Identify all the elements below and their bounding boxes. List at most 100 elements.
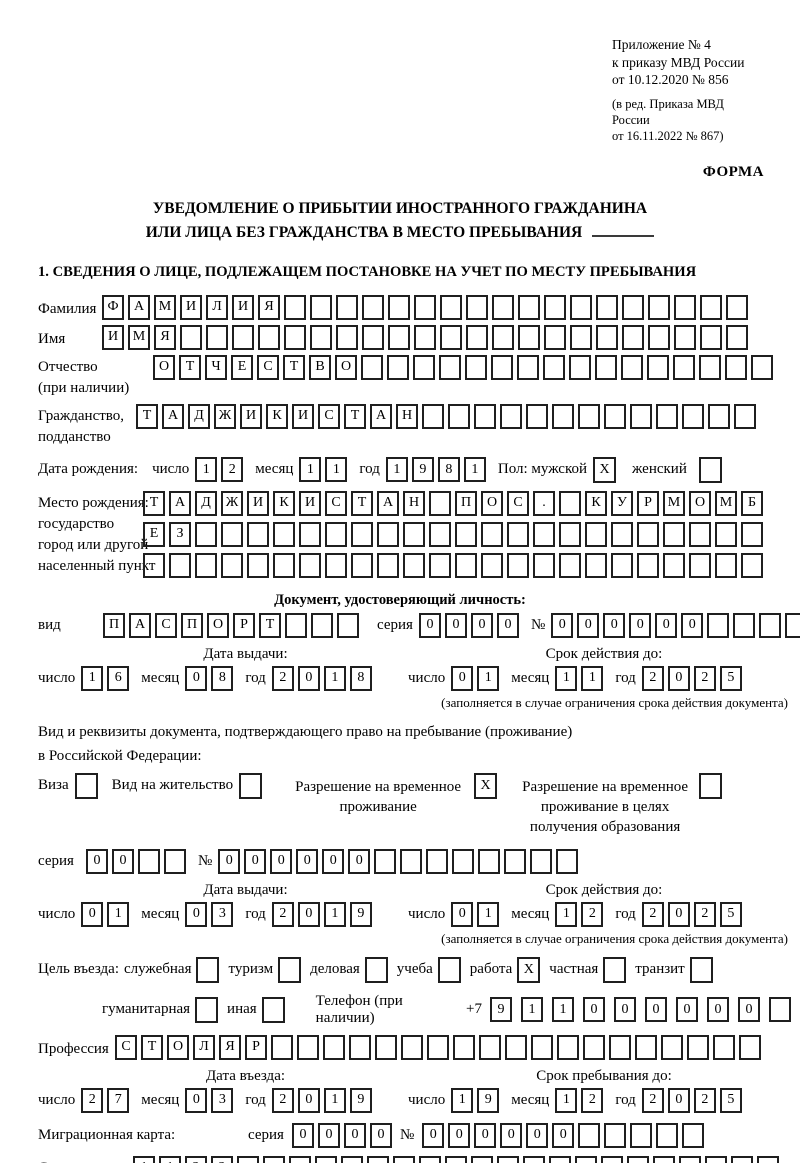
year-label: год <box>615 905 636 922</box>
char-box <box>533 521 555 547</box>
char-box: С <box>115 1034 137 1060</box>
phone-label: Телефон (при наличии) <box>315 992 403 1026</box>
char-box <box>647 354 669 380</box>
temporary-residence-label: Разрешение на временное проживание <box>295 778 462 815</box>
char-box: 1 <box>133 1155 155 1163</box>
char-box <box>552 403 574 429</box>
char-box: 2 <box>641 665 664 691</box>
char-box: 2 <box>211 1155 233 1163</box>
char-box: 0 <box>629 612 652 638</box>
char-box: О <box>153 354 175 380</box>
char-box <box>273 521 295 547</box>
char-box: Н <box>403 490 425 516</box>
char-box <box>403 552 425 578</box>
char-box <box>689 552 711 578</box>
char-box: . <box>533 490 555 516</box>
char-box <box>232 324 254 350</box>
char-box <box>180 324 202 350</box>
char-box: Б <box>741 490 763 516</box>
char-box <box>273 552 295 578</box>
char-box: М <box>715 490 737 516</box>
char-box <box>604 403 626 429</box>
purpose-business-label: служебная <box>123 961 192 978</box>
char-box <box>351 521 373 547</box>
sex-male-label: Пол: мужской <box>497 461 588 478</box>
char-box <box>440 324 462 350</box>
char-box: 0 <box>297 1087 320 1113</box>
char-box: 0 <box>291 1122 314 1148</box>
char-box: 2 <box>581 901 604 927</box>
char-box <box>388 324 410 350</box>
char-box <box>143 552 165 578</box>
char-box <box>621 354 643 380</box>
char-box <box>570 324 592 350</box>
char-box: Л <box>206 294 228 320</box>
char-box: 0 <box>343 1122 366 1148</box>
patronymic-label: Отчество (при наличии) <box>38 355 153 399</box>
char-box <box>289 1155 311 1163</box>
char-box: М <box>128 324 150 350</box>
month-label: месяц <box>255 461 294 478</box>
option-residence-permit: Вид на жительство <box>112 772 266 799</box>
rvp-series-label: серия <box>38 852 74 869</box>
char-box <box>448 403 470 429</box>
char-box <box>349 1034 371 1060</box>
char-box: 0 <box>451 901 474 927</box>
char-box <box>299 521 321 547</box>
purpose-study-checkbox <box>437 956 461 983</box>
char-box <box>361 354 383 380</box>
char-box <box>400 848 423 874</box>
revision-line-2: от 16.11.2022 № 867) <box>612 129 724 144</box>
char-box <box>507 521 529 547</box>
issue-date-title: Дата выдачи: <box>203 645 288 662</box>
char-box <box>630 403 652 429</box>
char-box: 0 <box>681 612 704 638</box>
char-box: 1 <box>555 1087 578 1113</box>
char-box: 8 <box>437 457 460 483</box>
birth-date-label: Дата рождения: <box>38 461 139 478</box>
char-box <box>377 521 399 547</box>
doc-number-label: № <box>530 616 546 633</box>
char-box: 6 <box>107 665 130 691</box>
form-title: УВЕДОМЛЕНИЕ О ПРИБЫТИИ ИНОСТРАННОГО ГРАЖ… <box>0 197 800 244</box>
representatives-boxes: 1122 (при заполнении указываются фамилия… <box>133 1155 783 1163</box>
char-box <box>526 403 548 429</box>
char-box <box>741 552 763 578</box>
day-label: число <box>152 461 190 478</box>
char-box: Л <box>193 1034 215 1060</box>
birth-place-boxes-row-3 <box>143 552 767 578</box>
char-box <box>413 354 435 380</box>
char-box: 5 <box>719 1087 742 1113</box>
temporary-residence-checkbox: X <box>474 772 498 799</box>
char-box: 1 <box>323 901 346 927</box>
purpose-work-checkbox: X <box>517 956 541 983</box>
char-box: 2 <box>581 1087 604 1113</box>
char-box: 2 <box>81 1087 104 1113</box>
char-box: А <box>377 490 399 516</box>
char-box <box>429 490 451 516</box>
char-box: 0 <box>474 1122 497 1148</box>
char-box: 2 <box>693 901 716 927</box>
phone-prefix: +7 <box>466 1001 482 1018</box>
char-box: 0 <box>470 612 493 638</box>
char-box <box>388 294 410 320</box>
char-box <box>414 324 436 350</box>
char-box <box>481 552 503 578</box>
char-box <box>263 1155 285 1163</box>
migration-number-label: № <box>399 1126 415 1143</box>
char-box: 0 <box>526 1122 549 1148</box>
char-box: К <box>273 490 295 516</box>
char-box <box>635 1034 657 1060</box>
